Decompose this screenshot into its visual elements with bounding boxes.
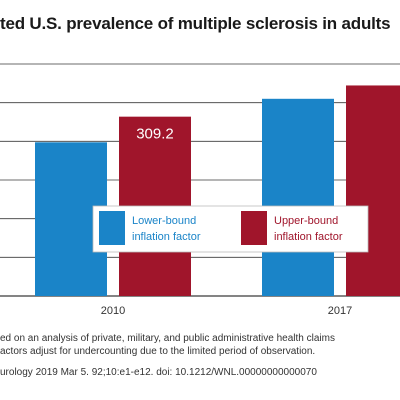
source-citation: urology 2019 Mar 5. 92;10:e1-e12. doi: 1… [0,367,317,378]
lower-bound-bar-2017 [262,98,334,296]
x-tick-label: 2010 [101,305,125,317]
footnote-line-1: ed on an analysis of private, military, … [0,333,335,344]
x-axis-tick-labels: 2010 2017 [101,305,352,317]
upper-legend-swatch [241,211,267,245]
data-labels: 309.2 [136,126,174,143]
upper-bound-bar-2017 [346,85,400,297]
legend-label-line1: Upper-bound [274,215,338,227]
footnote-line-2: actors adjust for undercounting due to t… [0,346,316,357]
data-label: 309.2 [136,126,174,143]
legend: Lower-bound inflation factor Upper-bound in… [92,205,369,253]
legend-label-line2: inflation factor [132,231,201,243]
x-tick-label: 2017 [328,305,352,317]
legend-label-line1: Lower-bound [132,215,196,227]
legend-box [92,205,369,253]
lower-legend-swatch [99,211,125,245]
chart-title: ted U.S. prevalence of multiple sclerosi… [0,14,391,33]
legend-label-line2: inflation factor [274,231,343,243]
bar-chart: 309.2 Lower-bound inflation factor Upper-b… [0,60,400,317]
